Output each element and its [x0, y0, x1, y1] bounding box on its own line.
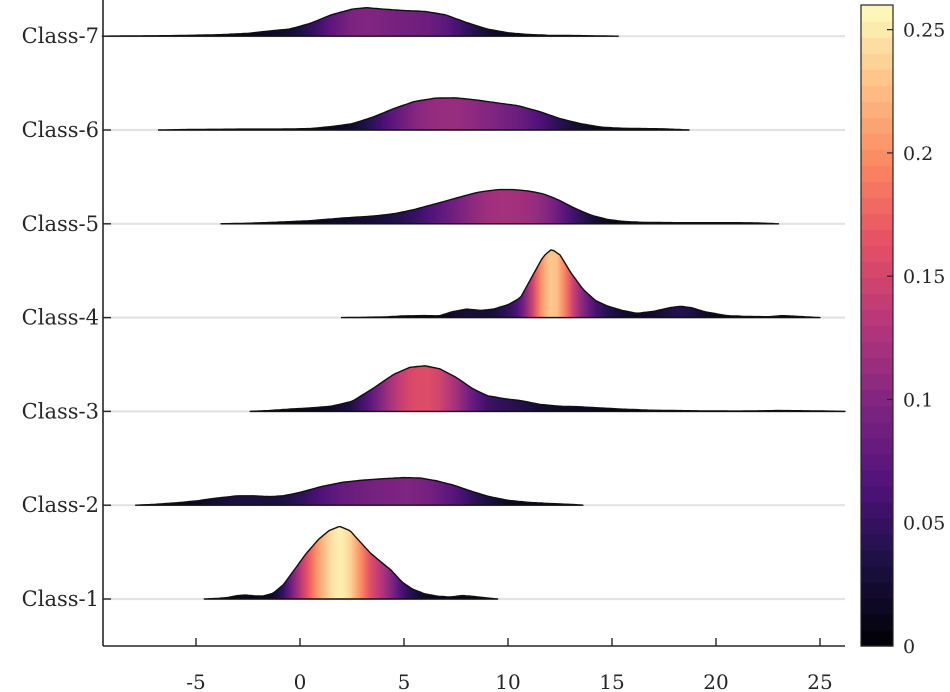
- colorbar-step: [861, 469, 893, 487]
- colorbar-frame: [860, 4, 894, 647]
- x-tick-label: -5: [186, 670, 205, 692]
- colorbar: 0 0.05 0.1 0.15 0.2 0.25: [860, 4, 945, 658]
- colorbar-step: [861, 53, 893, 70]
- colorbar-step: [861, 277, 893, 295]
- colorbar-step: [861, 165, 893, 182]
- colorbar-step: [861, 613, 893, 631]
- colorbar-step: [861, 437, 893, 455]
- class-label-class-6: Class-6: [22, 118, 99, 142]
- colorbar-step: [861, 453, 893, 471]
- ridge-class-1: [203, 525, 499, 600]
- colorbar-step: [861, 325, 893, 343]
- x-tick-label: 20: [703, 670, 728, 692]
- colorbar-step: [861, 629, 893, 647]
- colorbar-step: [861, 197, 893, 214]
- x-tick-label: 15: [599, 670, 624, 692]
- colorbar-tick-label: 0.25: [903, 20, 945, 42]
- colorbar-step: [861, 309, 893, 327]
- ridge-class-5: [220, 188, 780, 225]
- colorbar-step: [861, 389, 893, 407]
- colorbar-step: [861, 341, 893, 359]
- colorbar-step: [861, 565, 893, 583]
- colorbar-step: [861, 485, 893, 503]
- colorbar-tick-label: 0.05: [903, 513, 945, 535]
- colorbar-tick-label: 0.15: [903, 266, 945, 288]
- colorbar-step: [861, 421, 893, 439]
- colorbar-step: [861, 597, 893, 615]
- colorbar-step: [861, 37, 893, 54]
- ridge-class-6: [157, 97, 690, 131]
- colorbar-step: [861, 85, 893, 102]
- colorbar-step: [861, 69, 893, 86]
- ridge-class-7: [101, 7, 619, 37]
- axes: [102, 0, 845, 647]
- x-tick-label: 25: [807, 670, 832, 692]
- x-axis-ticks: -5 0 5 10 15 20 25: [186, 638, 833, 692]
- class-label-class-4: Class-4: [22, 306, 99, 330]
- x-tick-label: 10: [495, 670, 520, 692]
- colorbar-step: [861, 5, 893, 22]
- class-label-class-1: Class-1: [22, 587, 99, 611]
- colorbar-step: [861, 133, 893, 150]
- ridges: [101, 7, 846, 600]
- colorbar-step: [861, 101, 893, 118]
- colorbar-tick-label: 0.1: [903, 389, 933, 411]
- colorbar-step: [861, 213, 893, 230]
- class-label-class-7: Class-7: [22, 24, 99, 48]
- colorbar-step: [861, 245, 893, 263]
- colorbar-step: [861, 181, 893, 198]
- colorbar-step: [861, 581, 893, 599]
- class-labels: Class-1 Class-2 Class-3 Class-4 Class-5 Class…: [22, 24, 99, 611]
- class-label-class-2: Class-2: [22, 493, 99, 517]
- colorbar-step: [861, 517, 893, 535]
- colorbar-step: [861, 501, 893, 519]
- colorbar-step: [861, 373, 893, 391]
- ridge-class-4: [340, 249, 821, 319]
- colorbar-tick-label: 0.2: [903, 143, 933, 165]
- class-label-class-5: Class-5: [22, 212, 99, 236]
- colorbar-tick-label: 0: [903, 636, 915, 658]
- colorbar-step: [861, 229, 893, 246]
- x-tick-label: 5: [398, 670, 411, 692]
- colorbar-step: [861, 357, 893, 375]
- colorbar-step: [861, 261, 893, 279]
- colorbar-step: [861, 21, 893, 38]
- colorbar-step: [861, 533, 893, 551]
- colorbar-step: [861, 149, 893, 166]
- class-label-class-3: Class-3: [22, 399, 99, 423]
- colorbar-step: [861, 293, 893, 311]
- ridge-class-2: [135, 476, 584, 506]
- colorbar-step: [861, 549, 893, 567]
- x-tick-label: 0: [294, 670, 307, 692]
- colorbar-step: [861, 117, 893, 134]
- colorbar-step: [861, 405, 893, 423]
- ridge-class-3: [249, 365, 846, 413]
